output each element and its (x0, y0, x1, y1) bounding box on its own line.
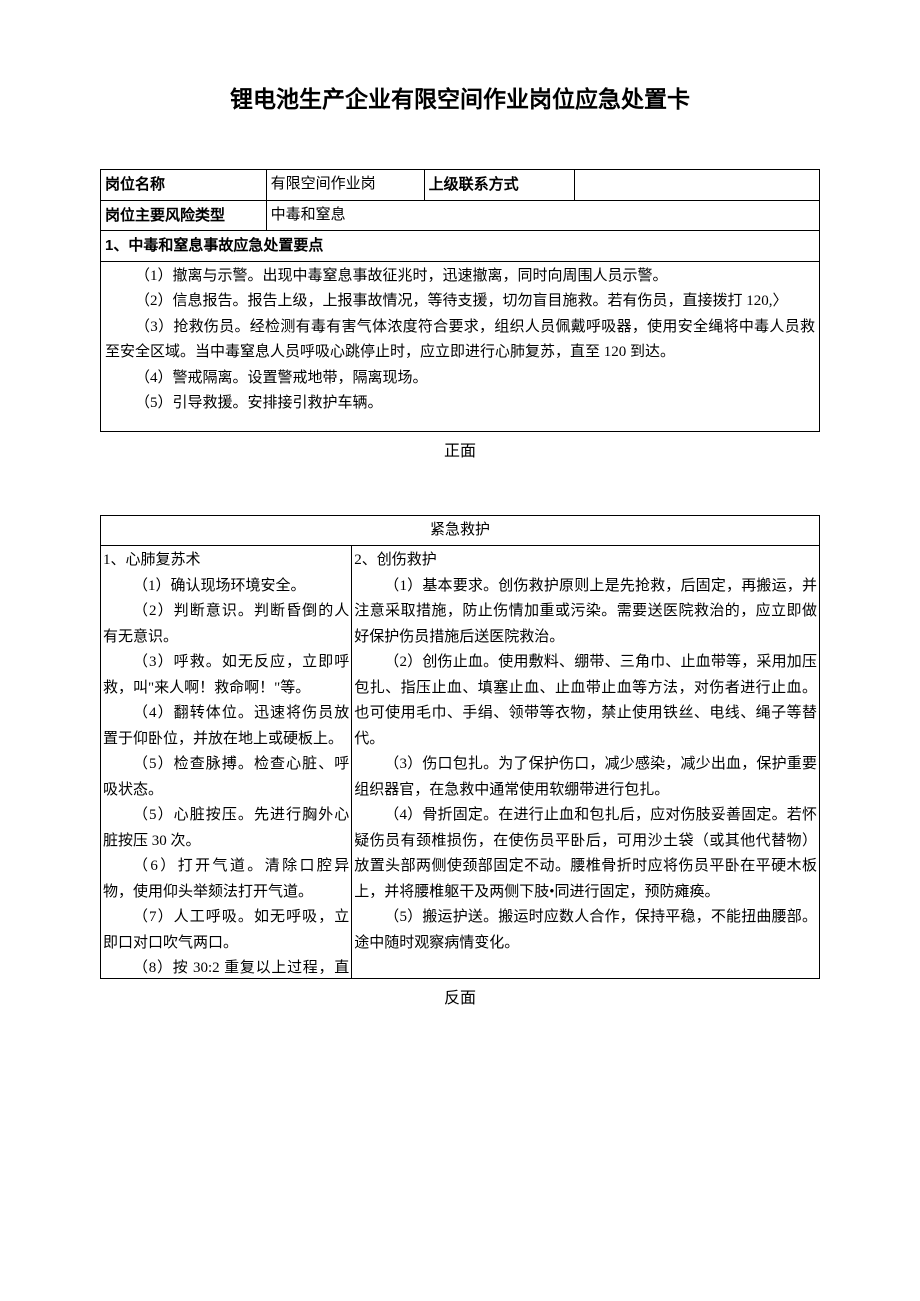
front-card: 岗位名称 有限空间作业岗 上级联系方式 岗位主要风险类型 中毒和窒息 1、中毒和… (100, 169, 820, 432)
cpr-item: （8）按 30:2 重复以上过程，直至 (103, 956, 349, 978)
trauma-item: （2）创伤止血。使用敷料、绷带、三角巾、止血带等，采用加压包扎、指压止血、填塞止… (354, 650, 817, 752)
front-content: （1）撤离与示警。出现中毒窒息事故征兆时，迅速撤离，同时向周围人员示警。 （2）… (101, 262, 819, 431)
front-item: （2）信息报告。报告上级，上报事故情况，等待支援，切勿盲目施救。若有伤员，直接拨… (103, 289, 817, 315)
cpr-item: （3）呼救。如无反应，立即呼救，叫"来人啊！救命啊！"等。 (103, 650, 349, 701)
front-header-table: 岗位名称 有限空间作业岗 上级联系方式 岗位主要风险类型 中毒和窒息 (101, 170, 819, 231)
cpr-item: （7）人工呼吸。如无呼吸，立即口对口吹气两口。 (103, 905, 349, 956)
front-section-header: 1、中毒和窒息事故应急处置要点 (101, 231, 819, 262)
front-item: （1）撤离与示警。出现中毒窒息事故征兆时，迅速撤离，同时向周围人员示警。 (103, 264, 817, 290)
cpr-item: （5）心脏按压。先进行胸外心脏按压 30 次。 (103, 803, 349, 854)
value-risk-type: 中毒和窒息 (266, 200, 819, 231)
label-job-name: 岗位名称 (101, 170, 266, 200)
trauma-title: 2、创伤救护 (354, 548, 817, 574)
label-risk-type: 岗位主要风险类型 (101, 200, 266, 231)
front-item: （3）抢救伤员。经检测有毒有害气体浓度符合要求，组织人员佩戴呼吸器，使用安全绳将… (103, 315, 817, 366)
page-title: 锂电池生产企业有限空间作业岗位应急处置卡 (100, 80, 820, 119)
back-col-trauma: 2、创伤救护 （1）基本要求。创伤救护原则上是先抢救，后固定，再搬运，并注意采取… (352, 546, 819, 978)
back-col-cpr: 1、心肺复苏术 （1）确认现场环境安全。 （2）判断意识。判断昏倒的人有无意识。… (101, 546, 352, 978)
label-contact: 上级联系方式 (424, 170, 575, 200)
cpr-item: （1）确认现场环境安全。 (103, 574, 349, 600)
trauma-item: （4）骨折固定。在进行止血和包扎后，应对伤肢妥善固定。若怀疑伤员有颈椎损伤，在使… (354, 803, 817, 905)
front-item: （5）引导救援。安排接引救护车辆。 (103, 391, 817, 417)
front-side-label: 正面 (100, 438, 820, 465)
cpr-title: 1、心肺复苏术 (103, 548, 349, 574)
cpr-item: （2）判断意识。判断昏倒的人有无意识。 (103, 599, 349, 650)
value-job-name: 有限空间作业岗 (266, 170, 424, 200)
cpr-item: （4）翻转体位。迅速将伤员放置于仰卧位，并放在地上或硬板上。 (103, 701, 349, 752)
back-card: 紧急救护 1、心肺复苏术 （1）确认现场环境安全。 （2）判断意识。判断昏倒的人… (100, 515, 820, 980)
back-header: 紧急救护 (101, 516, 819, 547)
cpr-item: （5）检查脉搏。检查心脏、呼吸状态。 (103, 752, 349, 803)
trauma-item: （3）伤口包扎。为了保护伤口，减少感染，减少出血，保护重要组织器官，在急救中通常… (354, 752, 817, 803)
value-contact (575, 170, 819, 200)
back-columns: 1、心肺复苏术 （1）确认现场环境安全。 （2）判断意识。判断昏倒的人有无意识。… (101, 546, 819, 978)
front-item: （4）警戒隔离。设置警戒地带，隔离现场。 (103, 366, 817, 392)
trauma-item: （5）搬运护送。搬运时应数人合作，保持平稳，不能扭曲腰部。途中随时观察病情变化。 (354, 905, 817, 956)
back-side-label: 反面 (100, 985, 820, 1012)
cpr-item: （6）打开气道。清除口腔异物，使用仰头举颏法打开气道。 (103, 854, 349, 905)
trauma-item: （1）基本要求。创伤救护原则上是先抢救，后固定，再搬运，并注意采取措施，防止伤情… (354, 574, 817, 651)
